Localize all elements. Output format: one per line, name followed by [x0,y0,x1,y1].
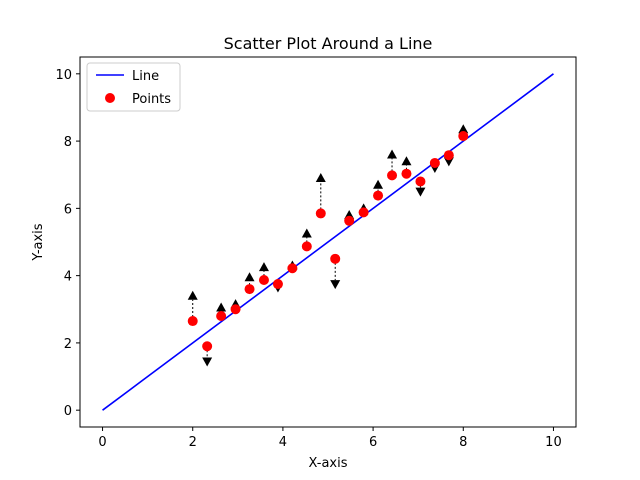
legend-points-swatch [105,93,115,103]
legend: Line Points [86,62,181,112]
x-tick-label: 6 [369,435,377,450]
data-point [344,215,355,226]
legend-entry-points: Points [132,92,171,107]
data-point [415,176,426,187]
chart-title: Scatter Plot Around a Line [224,34,433,53]
y-tick-label: 4 [64,270,72,285]
y-tick-label: 2 [64,337,72,352]
y-tick-label: 8 [64,135,72,150]
plot-area [102,73,554,411]
data-point [373,190,384,201]
arrow-head [373,179,384,189]
arrow-head [443,157,454,167]
data-point [301,241,312,252]
data-point [287,263,298,274]
x-tick-label: 2 [189,435,197,450]
arrow-head [315,173,326,183]
data-point [202,341,213,352]
data-point [272,279,283,290]
data-point [244,284,255,295]
y-axis-label: Y-axis [31,223,46,261]
x-tick-label: 8 [459,435,467,450]
data-point [401,168,412,179]
x-axis-ticks: 0 2 4 6 8 10 [98,427,562,450]
arrow-head [415,187,426,197]
data-point [315,208,326,219]
data-point [330,253,341,264]
x-tick-label: 4 [279,435,287,450]
arrow-head [258,262,269,272]
y-tick-label: 6 [64,202,72,217]
arrow-head [202,357,213,367]
arrow-head [401,156,412,166]
data-point [187,316,198,327]
arrow-head [458,124,469,134]
data-point [258,275,269,286]
x-tick-label: 10 [545,435,562,450]
arrow-head [244,272,255,282]
series-line [102,73,554,411]
arrow-head [216,302,227,312]
data-point [358,207,369,218]
arrow-head [187,290,198,300]
data-point [230,304,241,315]
arrow-head [301,228,312,238]
legend-entry-line: Line [132,69,159,84]
axes-frame [79,56,577,428]
y-axis-ticks: 0 2 4 6 8 10 [55,68,80,419]
arrow-head [387,149,398,159]
data-point [443,150,454,161]
arrow-head [330,280,341,290]
data-point [429,157,440,168]
data-point [458,131,469,142]
data-point [387,170,398,181]
x-tick-label: 0 [98,435,106,450]
y-tick-label: 0 [64,404,72,419]
x-axis-label: X-axis [309,456,348,471]
y-tick-label: 10 [55,68,72,83]
data-point [216,311,227,321]
